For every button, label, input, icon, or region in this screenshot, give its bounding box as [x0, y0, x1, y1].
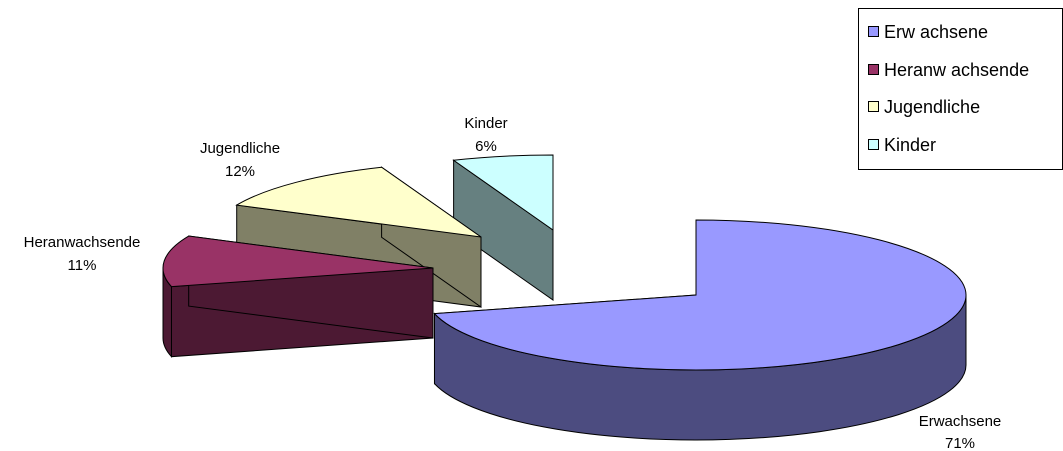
legend-swatch-heranwachsende [868, 64, 879, 75]
legend-swatch-erwachsene [868, 26, 879, 37]
pie-slice-kinder-top [452, 154, 554, 231]
data-labels: Erwachsene 71% Heranwachsende 11% Jugend… [24, 115, 1002, 451]
data-label-heranwachsende-name: Heranwachsende [24, 234, 141, 251]
data-label-kinder-name: Kinder [464, 115, 507, 132]
data-label-erwachsene-name: Erwachsene [919, 413, 1002, 430]
data-label-jugendliche-value: 12% [225, 163, 255, 180]
data-label-erwachsene-value: 71% [945, 435, 975, 451]
legend-label-kinder: Kinder [884, 135, 936, 155]
pie-slice-heranwachsende-top [162, 235, 434, 288]
legend-label-heranwachsende: Heranw achsende [884, 60, 1029, 80]
legend-swatch-kinder [868, 139, 879, 150]
legend-label-erwachsene: Erw achsene [884, 22, 988, 42]
legend: Erw achsene Heranw achsende Jugendliche … [858, 8, 1063, 170]
legend-swatch-jugendliche [868, 101, 879, 112]
data-label-jugendliche-name: Jugendliche [200, 140, 280, 157]
pie-slices [162, 154, 967, 441]
pie-slice-kinder [452, 154, 554, 301]
legend-box [858, 8, 1063, 170]
pie-slice-heranwachsende [162, 235, 434, 358]
data-label-heranwachsende-value: 11% [68, 257, 97, 274]
data-label-kinder-value: 6% [475, 138, 497, 155]
pie-slice-jugendliche-top [235, 166, 482, 238]
pie-slice-erwachsene-top [433, 219, 967, 371]
legend-label-jugendliche: Jugendliche [884, 97, 980, 117]
pie-slice-erwachsene [433, 219, 967, 441]
